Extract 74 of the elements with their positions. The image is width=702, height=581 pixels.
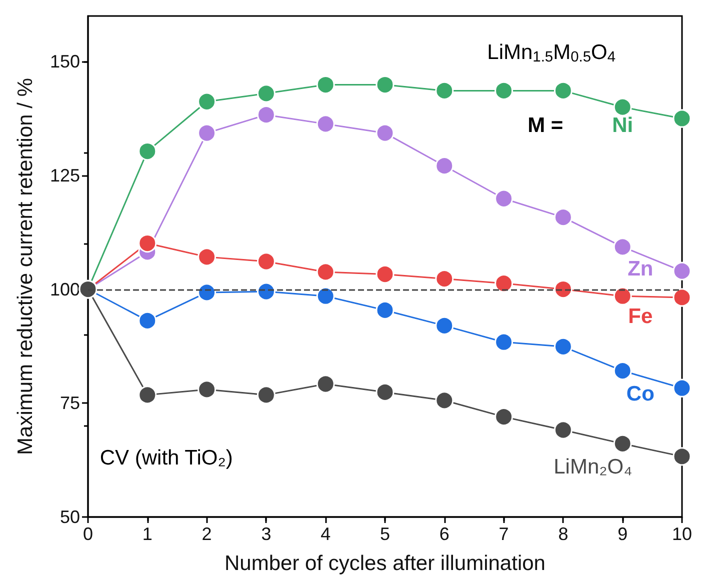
- x-tick-label: 9: [618, 524, 628, 544]
- point: [198, 248, 216, 266]
- point: [435, 391, 454, 410]
- point: [613, 362, 632, 380]
- point: [256, 282, 276, 301]
- x-axis-title: Number of cycles after illumination: [224, 552, 546, 575]
- point: [613, 98, 632, 116]
- point: [554, 280, 572, 299]
- point: [494, 81, 514, 100]
- point: [613, 238, 632, 256]
- series-label: Ni: [612, 114, 634, 137]
- point: [376, 124, 394, 142]
- point: [672, 378, 692, 398]
- series-label: Co: [626, 382, 654, 406]
- series-label: LiMn₂O₄: [554, 455, 632, 478]
- y-tick-label: 125: [50, 165, 80, 186]
- point: [138, 311, 157, 330]
- point: [316, 262, 335, 282]
- point: [316, 76, 335, 94]
- point: [435, 81, 454, 100]
- point: [376, 382, 394, 402]
- y-axis-title: Maximum reductive current retention / %: [14, 78, 37, 455]
- point: [376, 264, 394, 284]
- x-tick-label: 4: [320, 524, 331, 544]
- point: [138, 234, 157, 253]
- point: [613, 434, 632, 453]
- x-tick-label: 2: [202, 524, 212, 544]
- point: [494, 189, 514, 208]
- series-label: Fe: [628, 305, 653, 328]
- point: [198, 380, 216, 399]
- x-tick-label: 7: [498, 524, 509, 544]
- point: [672, 288, 692, 307]
- y-tick-label: 100: [50, 279, 80, 300]
- x-tick-label: 8: [558, 524, 568, 544]
- point: [376, 76, 394, 94]
- x-tick-label: 10: [672, 524, 692, 544]
- point: [316, 374, 335, 394]
- point: [613, 286, 632, 306]
- x-tick-label: 5: [380, 524, 390, 544]
- point: [198, 283, 216, 302]
- y-tick-label: 50: [60, 507, 80, 527]
- point: [435, 316, 454, 335]
- annotation: CV (with TiO₂): [100, 446, 233, 470]
- point: [494, 408, 514, 426]
- x-tick-label: 3: [261, 524, 272, 544]
- x-tick-label: 0: [82, 524, 94, 544]
- point: [256, 106, 276, 124]
- point: [138, 142, 157, 161]
- point: [316, 286, 335, 306]
- point: [316, 114, 335, 134]
- point: [672, 262, 692, 280]
- point: [554, 208, 572, 227]
- x-tick-label: 6: [439, 524, 450, 544]
- point: [672, 109, 692, 128]
- point: [256, 386, 276, 404]
- point: [435, 270, 454, 288]
- point: [554, 337, 572, 356]
- series-label: Zn: [628, 257, 654, 280]
- point: [138, 386, 157, 404]
- point: [198, 124, 216, 142]
- y-tick-label: 150: [50, 52, 80, 72]
- point: [198, 92, 216, 111]
- point: [494, 274, 514, 293]
- point: [672, 447, 692, 466]
- x-tick-label: 1: [142, 524, 152, 544]
- annotation: M =: [528, 114, 564, 137]
- point: [554, 420, 572, 440]
- point: [435, 156, 454, 176]
- point: [256, 84, 276, 103]
- point: [256, 252, 276, 271]
- y-tick-label: 75: [60, 393, 80, 414]
- point: [494, 332, 514, 352]
- point: [554, 81, 572, 100]
- point: [376, 300, 394, 320]
